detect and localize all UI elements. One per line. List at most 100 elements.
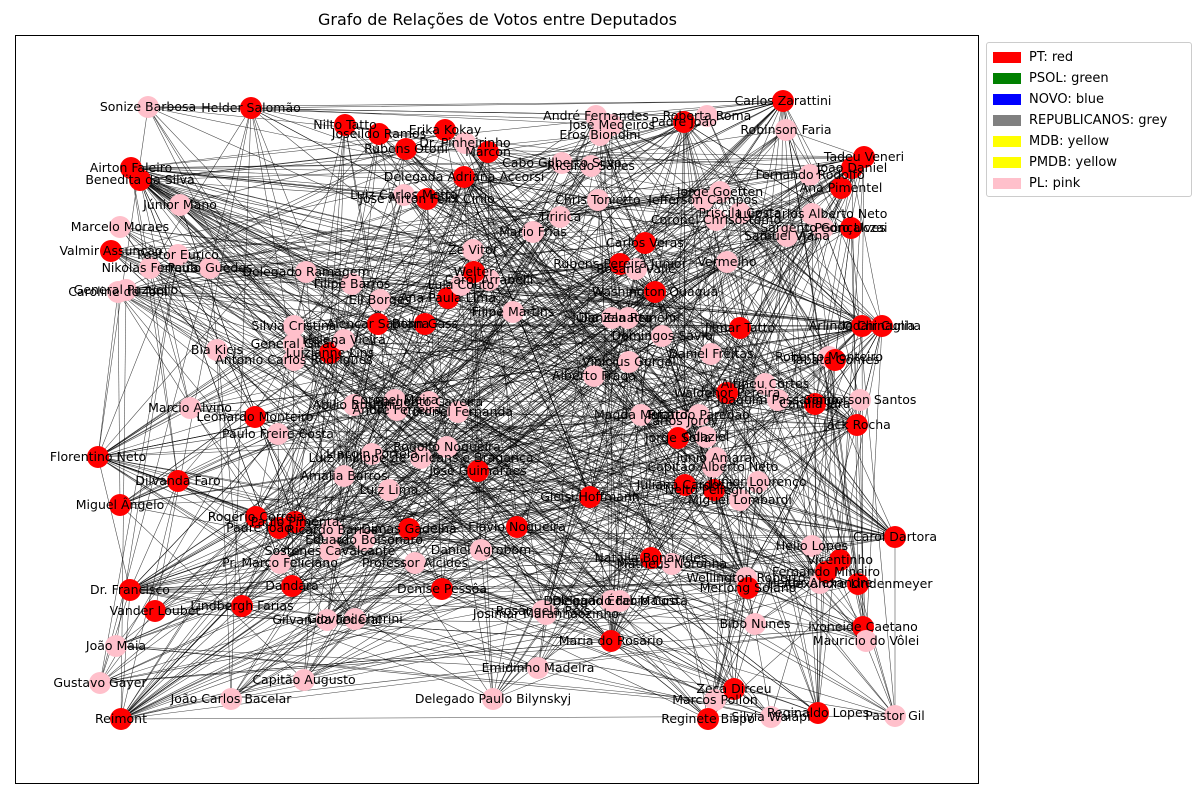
node-label: Bia Kicis [191, 342, 243, 357]
edge [139, 134, 601, 181]
node-label: João Maia [85, 638, 146, 653]
node-label: General Girão [251, 336, 338, 351]
edge [424, 235, 788, 325]
edge [457, 411, 621, 602]
edge [353, 404, 547, 615]
edge [343, 339, 686, 486]
edge [405, 148, 717, 459]
node-maria-do-rosario [600, 630, 622, 652]
edge [590, 165, 747, 579]
node-jack-rocha [846, 414, 868, 436]
node-label: Gustavo Gayer [53, 675, 147, 690]
legend-label: PMDB: yellow [1029, 155, 1117, 170]
edge [441, 484, 686, 590]
edge [782, 100, 883, 327]
node-label: Priscila Costa [698, 205, 781, 220]
legend-label: PSOL: green [1029, 71, 1109, 86]
edge [209, 267, 591, 498]
edge [139, 179, 821, 584]
node-label: Capitão Augusto [252, 672, 355, 687]
node-florentino-neto [87, 446, 109, 468]
node-label: Josimar Maranhãozinho [472, 606, 619, 621]
edge [426, 198, 448, 448]
node-roberta-roma [696, 105, 718, 127]
node-label: Amália Barros [300, 468, 387, 483]
node-leonardo-monteiro [244, 406, 266, 428]
edge [817, 356, 830, 714]
edge [278, 325, 863, 529]
node-marcio-alvino [179, 397, 201, 419]
edge [739, 100, 784, 501]
node-label: Alencar Santana [327, 316, 430, 331]
node-label: Ricardo Paredão [648, 407, 750, 422]
node-label: Robinson Faria [740, 122, 831, 137]
edge [125, 100, 784, 291]
node-label: Erika Kokay [409, 122, 482, 137]
edge [599, 134, 883, 327]
edge [396, 356, 830, 411]
edge [403, 194, 595, 377]
edge [444, 129, 663, 337]
edge [293, 325, 663, 337]
edge [464, 142, 679, 439]
edge [293, 291, 656, 345]
node-jose-guimaraes [467, 460, 489, 482]
node-luizianne-lins [319, 342, 341, 364]
edge [472, 249, 591, 498]
edge [477, 174, 811, 472]
node-label: Roberta Roma [663, 108, 752, 123]
node-label: Airton Faleiro [90, 160, 172, 175]
edge [117, 242, 646, 293]
edge [611, 124, 813, 215]
edge [120, 311, 514, 720]
edge [492, 559, 841, 700]
edge [250, 107, 563, 164]
edge [303, 212, 741, 681]
node-benedita-da-silva [129, 169, 151, 191]
edge [189, 361, 630, 409]
node-label: Sargento Gonçalves [760, 220, 885, 235]
node-label: Washington Quaquá [592, 284, 718, 299]
node-label: Denise Pessôa [397, 581, 487, 596]
edge [119, 420, 682, 506]
edge [97, 456, 821, 584]
edge [542, 414, 642, 612]
edge [154, 263, 621, 612]
edge [291, 585, 539, 669]
node-paulo-freire-costa [267, 423, 289, 445]
node-label: José Medeiros [568, 117, 655, 132]
edge [487, 151, 830, 358]
node-label: Magda Mofatto [594, 407, 688, 422]
node-label: Odaziel [683, 429, 730, 444]
edge [353, 323, 379, 406]
edge [661, 261, 728, 337]
edge [154, 107, 252, 612]
node-giovani-cherini [344, 608, 366, 630]
edge [230, 582, 821, 700]
edge [115, 645, 539, 669]
edge [777, 100, 784, 401]
node-altineu-cortes [754, 373, 776, 395]
edge [861, 156, 865, 327]
edge [457, 411, 867, 642]
node-label: Coronel Chrisóstomo [651, 212, 781, 227]
node-ricardo-barros [321, 519, 343, 541]
edge [492, 134, 601, 700]
node-label: Carlos Jordy [644, 413, 719, 428]
edge [640, 235, 788, 416]
edge [460, 284, 482, 551]
edge [707, 235, 788, 720]
edge [597, 199, 630, 363]
node-label: Paulo Guedes [167, 260, 252, 275]
edge [305, 271, 883, 327]
node-label: Daniel Agrobom [431, 542, 532, 557]
edge [472, 249, 673, 565]
node-vermelho [716, 251, 738, 273]
node-marcelo-moraes [109, 216, 131, 238]
node-label: Eduardo Bolsonaro [305, 532, 423, 547]
edge [120, 480, 179, 720]
node-label: Pastor Eurico [137, 247, 219, 262]
edge [343, 339, 630, 363]
edge [149, 267, 747, 579]
edge [782, 100, 861, 401]
